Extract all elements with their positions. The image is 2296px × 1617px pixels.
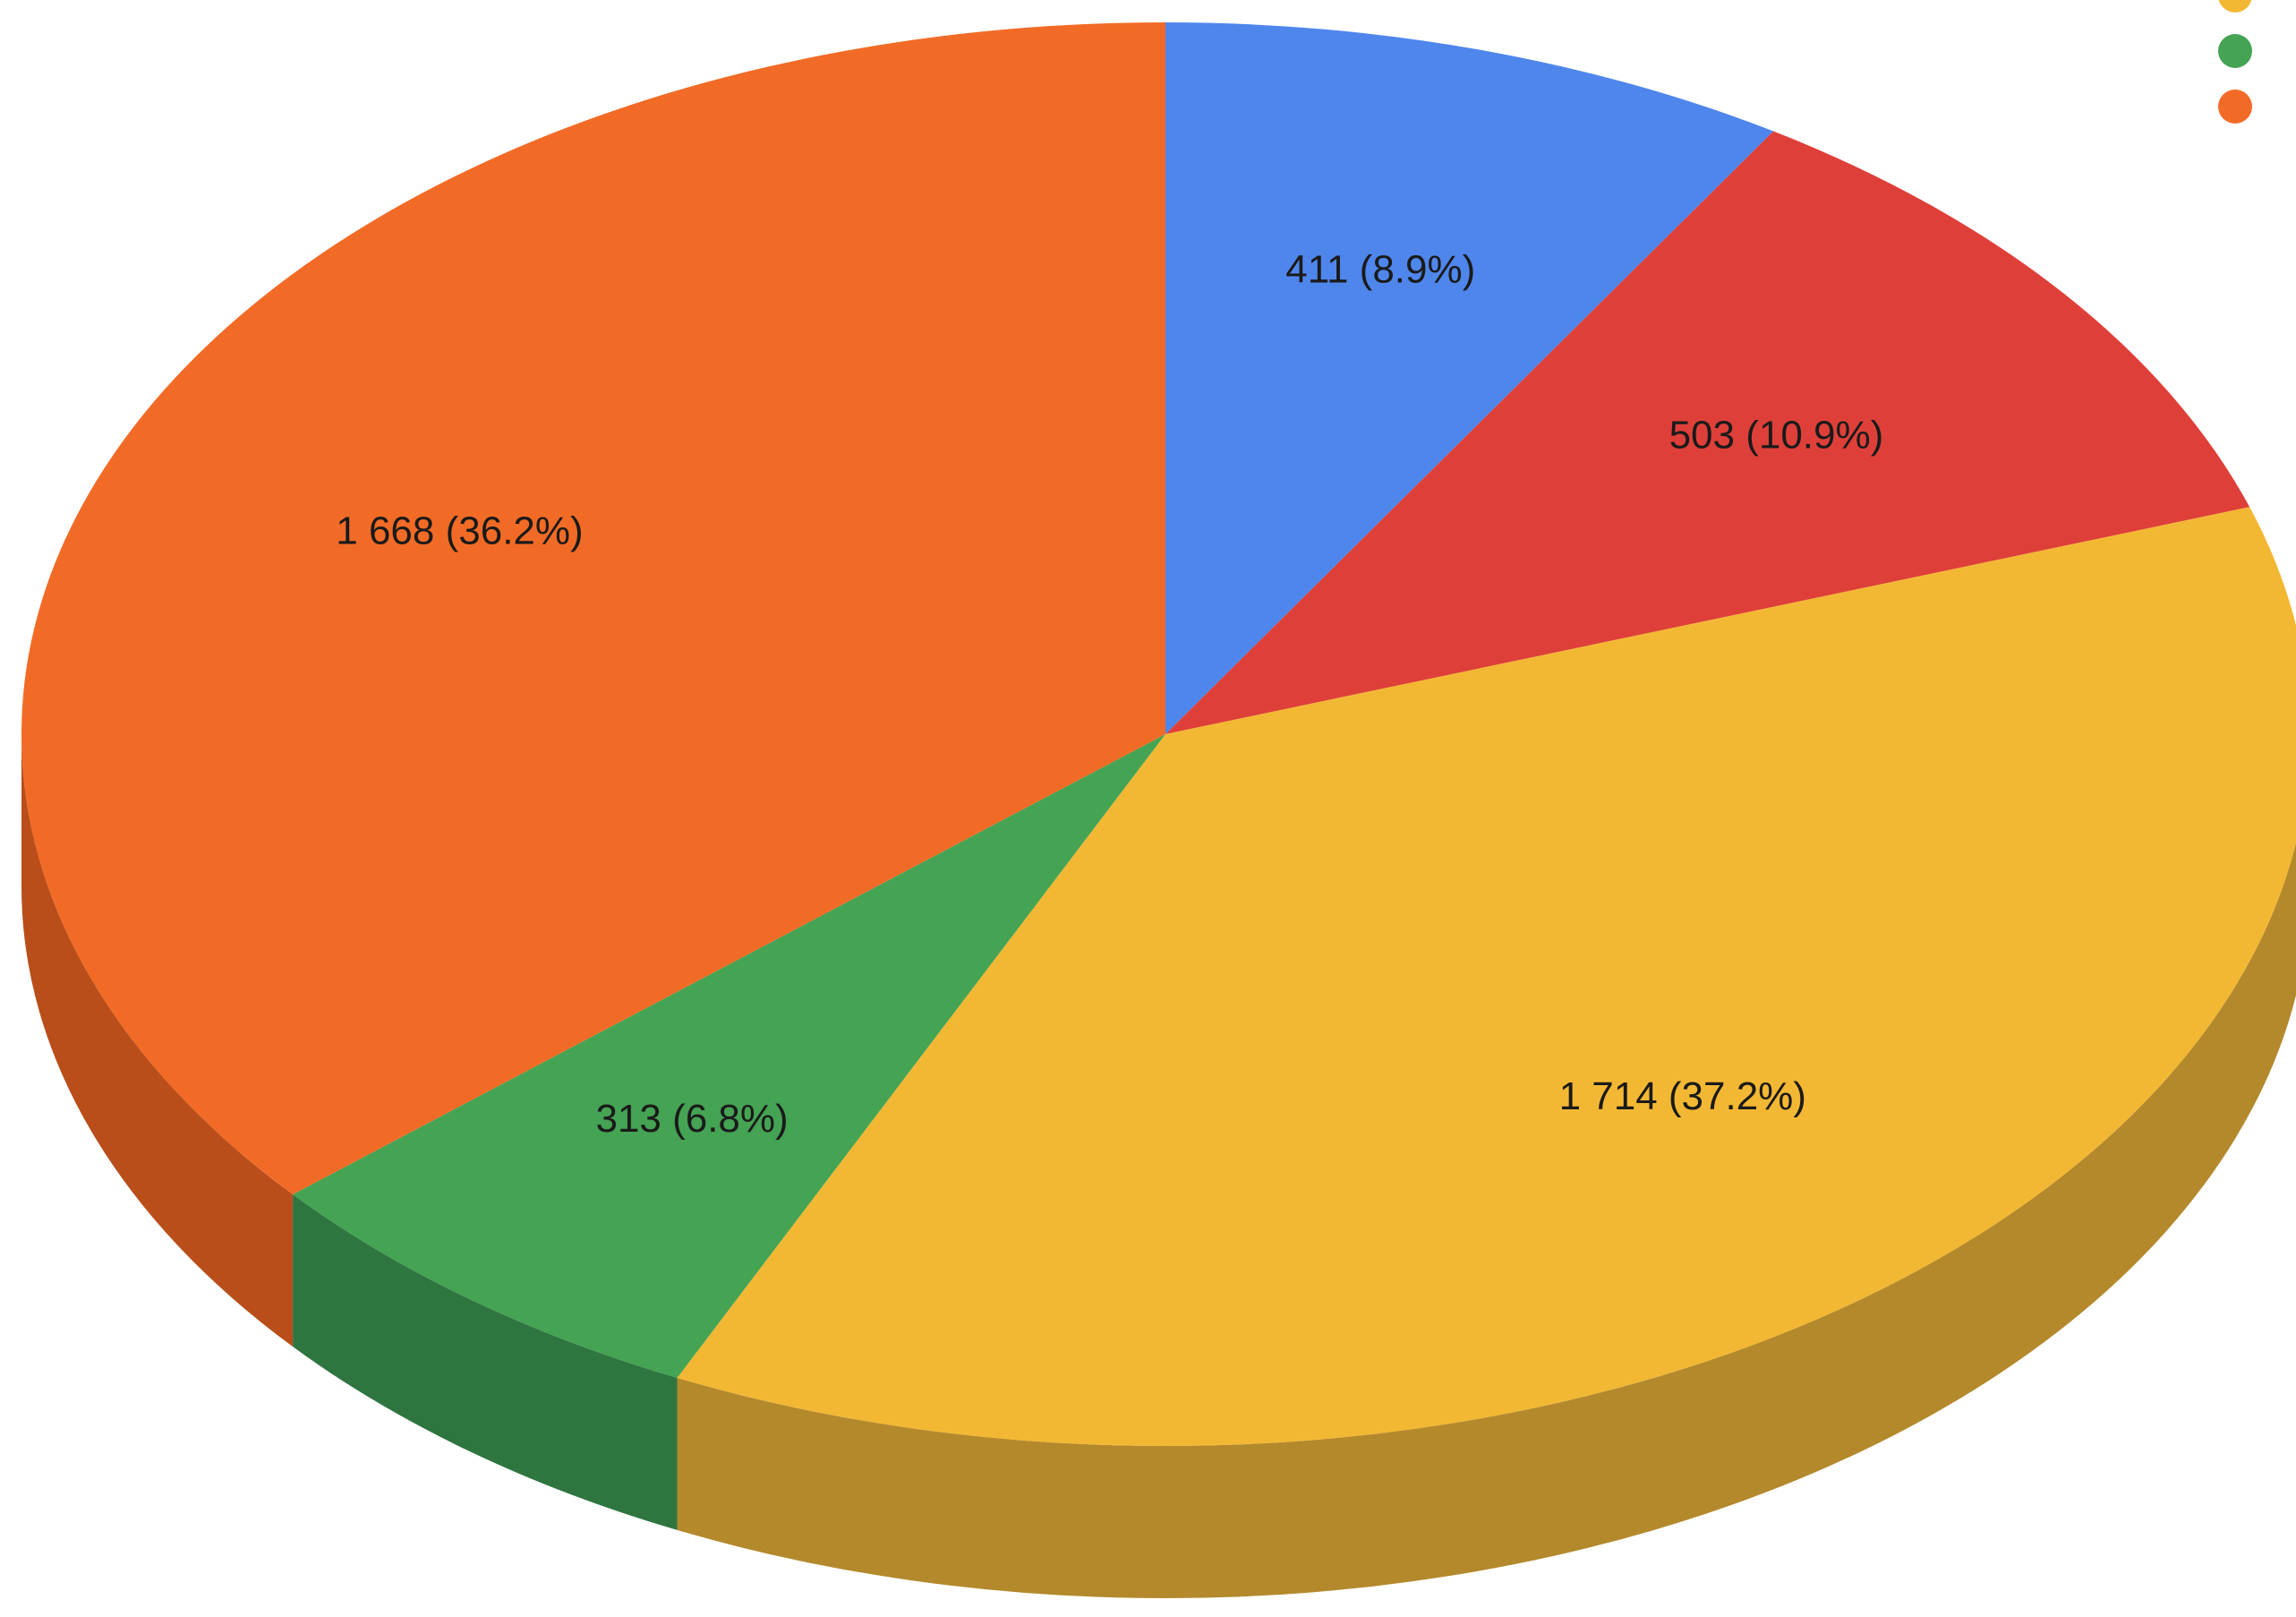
legend-marker-5 <box>2218 90 2252 124</box>
pie-slice-side-3 <box>677 843 2296 1599</box>
pie-slice-label-5: 1 668 (36.2%) <box>336 509 583 553</box>
legend <box>2218 0 2252 124</box>
pie-slice-4[interactable] <box>293 734 1165 1378</box>
legend-marker-3 <box>2218 0 2252 13</box>
pie-slice-label-3: 1 714 (37.2%) <box>1559 1074 1806 1118</box>
pie-slice-label-2: 503 (10.9%) <box>1669 413 1884 457</box>
pie-slice-side-4 <box>293 1194 678 1530</box>
pie-slice-2[interactable] <box>1165 131 2250 734</box>
pie-depth <box>21 734 2296 1599</box>
pie-slices <box>21 22 2296 1447</box>
pie-labels: 411 (8.9%) 503 (10.9%) 1 714 (37.2%) 313 (6… <box>336 247 1883 1140</box>
pie-slice-label-1: 411 (8.9%) <box>1285 247 1475 291</box>
pie-slice-3[interactable] <box>677 507 2296 1447</box>
pie-slice-label-4: 313 (6.8%) <box>595 1097 788 1141</box>
legend-marker-4 <box>2218 34 2252 68</box>
pie-slice-5[interactable] <box>21 22 1166 1195</box>
pie-slice-side-5 <box>21 734 294 1348</box>
pie-slice-1[interactable] <box>1165 22 1774 734</box>
